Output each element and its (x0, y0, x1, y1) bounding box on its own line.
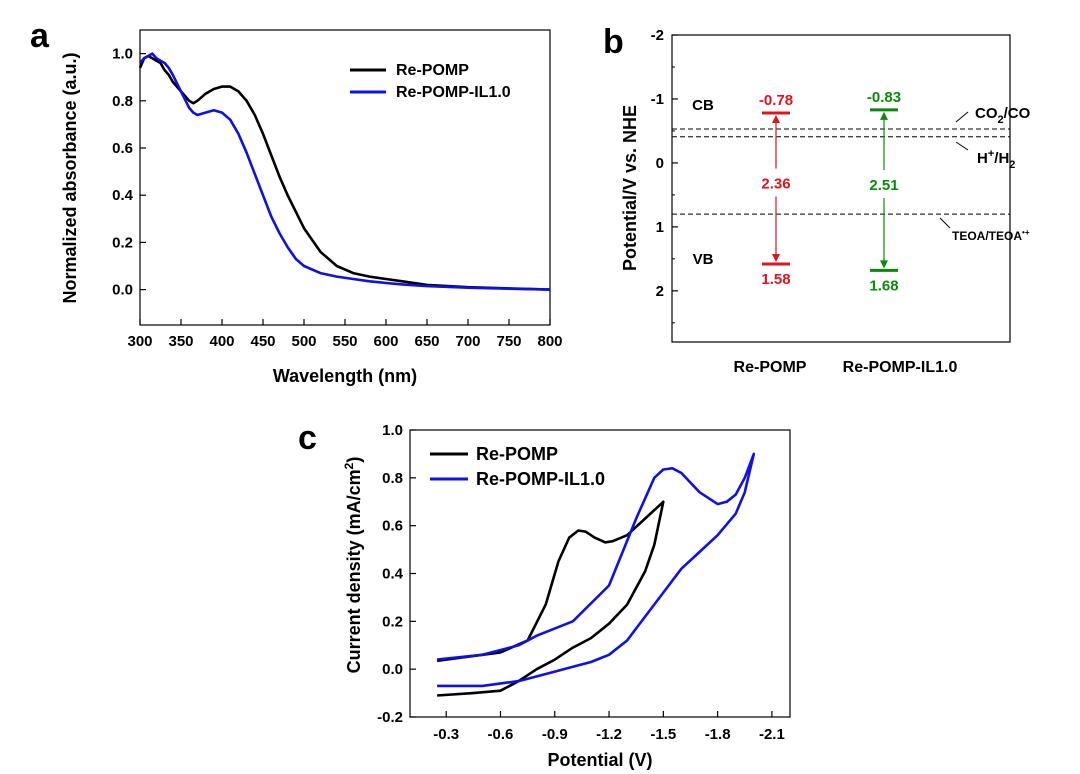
chart-a-frame (139, 29, 551, 326)
material-label-2: Re-POMP-IL1.0 (843, 359, 958, 376)
ref-teoa-label: TEOA/TEOA•+ (952, 228, 1030, 243)
chart-c-xtick-label: -1.5 (650, 726, 676, 743)
chart-a-xtick-label: 350 (168, 333, 193, 350)
chart-c-ytick-label: -0.2 (377, 709, 403, 726)
legend-a-label-1: Re-POMP (396, 62, 469, 79)
chart-a-xtick-label: 400 (209, 333, 234, 350)
chart-c-ytick-label: 0.0 (382, 661, 403, 678)
ref-co2-label: CO2/CO (975, 105, 1031, 126)
vb-value-label-1: 1.58 (761, 271, 790, 288)
chart-a-xlabel: Wavelength (nm) (273, 366, 417, 386)
chart-b-frame (671, 34, 1011, 343)
chart-a-xtick-label: 500 (291, 333, 316, 350)
chart-a-series-1-line (138, 54, 551, 291)
chart-a-ytick-label: 0.6 (112, 140, 133, 157)
chart-b-ylabel: Potential/V vs. NHE (620, 105, 640, 271)
chart-c-xtick-label: -1.8 (705, 726, 731, 743)
chart-c-series-1-line (436, 500, 665, 697)
chart-a-ytick-label: 1.0 (112, 46, 133, 63)
chart-c-xtick-label: -0.9 (542, 726, 568, 743)
cb-row-label: CB (692, 97, 714, 114)
chart-b-ytick-label: 1 (656, 219, 664, 236)
gap-value-label-2: 2.51 (869, 177, 898, 194)
chart-a-xtick-label: 450 (250, 333, 275, 350)
panel-label-a: a (30, 17, 50, 55)
chart-a-series-2-line (139, 52, 551, 291)
legend-c-label-2: Re-POMP-IL1.0 (476, 469, 605, 489)
chart-a-ytick-label: 0.4 (112, 187, 134, 204)
chart-a-xtick-label: 750 (496, 333, 521, 350)
chart-a-ytick-label: 0.0 (112, 282, 133, 299)
cb-value-label-2: -0.83 (867, 89, 901, 106)
ref-h2-label: H+/H2 (977, 148, 1015, 171)
chart-c-ylabel: Current density (mA/cm2) (342, 457, 364, 674)
chart-b-ytick-label: -1 (651, 91, 664, 108)
cb-value-label-1: -0.78 (759, 92, 793, 109)
chart-a-xtick-label: 300 (127, 333, 152, 350)
chart-c-ytick-label: 1.0 (382, 422, 403, 439)
chart-c-ytick-label: 0.4 (382, 566, 404, 583)
chart-c-xtick-label: -0.3 (433, 726, 459, 743)
chart-a-xtick-label: 550 (332, 333, 357, 350)
chart-c-ytick-label: 0.2 (382, 613, 403, 630)
gap-arrowhead-up-1 (772, 115, 780, 124)
chart-a-ytick-label: 0.2 (112, 234, 133, 251)
legend-a-label-2: Re-POMP-IL1.0 (396, 84, 511, 101)
chart-a: 300 350 400 450 500 550 600 650 700 750 800 0.0 0.2 0… (60, 29, 563, 386)
vb-value-label-2: 1.68 (869, 277, 898, 294)
gap-arrowhead-down-1 (772, 253, 780, 262)
panel-label-b: b (603, 23, 624, 61)
chart-a-ylabel: Normalized absorbance (a.u.) (60, 52, 80, 303)
chart-a-xtick-label: 650 (414, 333, 439, 350)
chart-b-ytick-label: 2 (656, 283, 664, 300)
chart-c-xtick-label: -2.1 (759, 726, 785, 743)
vb-row-label: VB (693, 251, 714, 268)
gap-arrowhead-up-2 (880, 111, 888, 120)
chart-c-ytick-label: 0.6 (382, 518, 403, 535)
material-label-1: Re-POMP (734, 359, 807, 376)
chart-b-ytick-label: -2 (651, 27, 664, 44)
chart-a-xtick-label: 600 (373, 333, 398, 350)
chart-c-ytick-label: 0.8 (382, 470, 403, 487)
gap-arrowhead-down-2 (880, 260, 888, 269)
chart-a-ytick-label: 0.8 (112, 93, 133, 110)
chart-c-xlabel: Potential (V) (547, 750, 652, 770)
legend-c-label-1: Re-POMP (476, 444, 558, 464)
chart-b-ytick-label: 0 (656, 155, 664, 172)
chart-c-xtick-label: -0.6 (488, 726, 514, 743)
panel-label-c: c (298, 419, 317, 457)
ref-pointer-arrows (939, 111, 969, 229)
chart-a-xtick-label: 700 (455, 333, 480, 350)
chart-c: -0.3 -0.6 -0.9 -1.2 -1.5 -1.8 -2.1 -0.2 0.0 0.2 0.… (342, 422, 791, 770)
gap-value-label-1: 2.36 (761, 176, 790, 193)
chart-b: -2 -1 0 1 2 -0.78 1.58 2.36 -0.83 1.68 2.51 CB VB… (620, 27, 1031, 376)
chart-a-xtick-label: 800 (537, 333, 562, 350)
chart-c-xtick-label: -1.2 (596, 726, 622, 743)
chart-c-series-2-line (436, 452, 756, 688)
